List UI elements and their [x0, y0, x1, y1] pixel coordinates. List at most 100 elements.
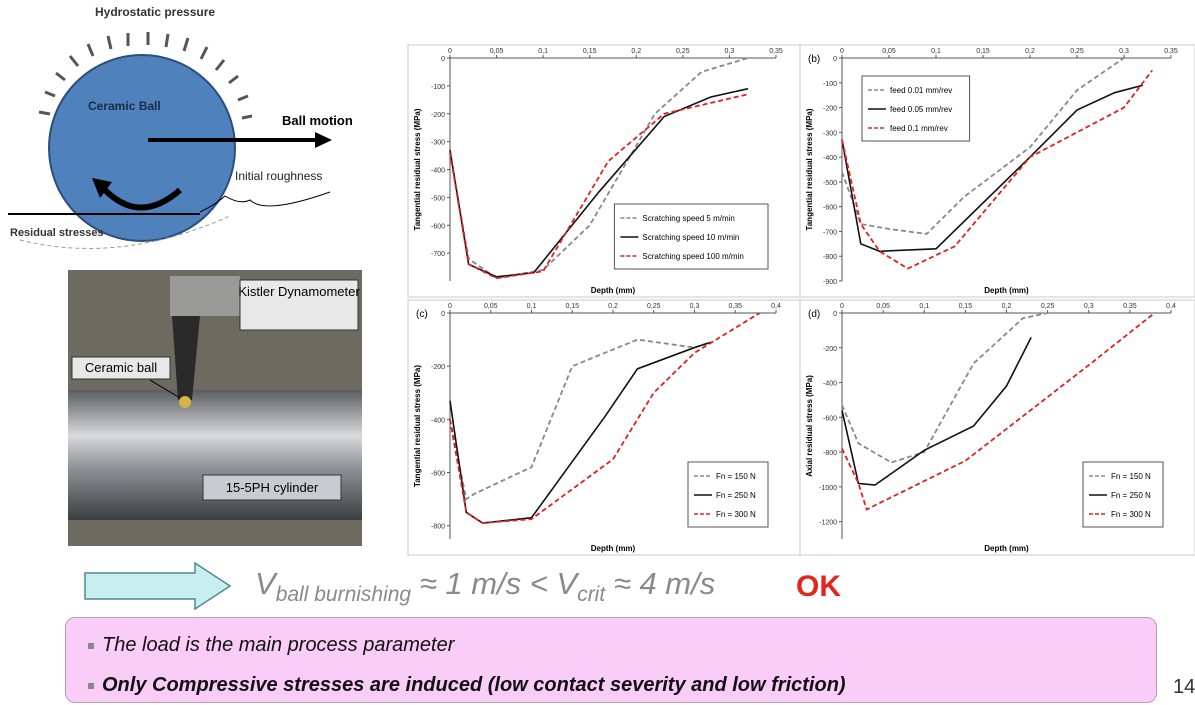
x-tick-label: 0,3 [725, 48, 735, 55]
x-tick-label: 0,1 [919, 303, 929, 310]
y-tick-label: -300 [431, 140, 445, 147]
y-tick-label: -1000 [819, 485, 837, 492]
y-tick-label: -600 [431, 471, 445, 478]
x-tick-label: 0,2 [608, 303, 618, 310]
y-tick-label: -700 [431, 251, 445, 258]
y-tick-label: -800 [823, 254, 837, 261]
x-tick-label: 0,35 [1123, 303, 1137, 310]
y-tick-label: -100 [431, 84, 445, 91]
data-line [449, 338, 712, 501]
x-tick-label: 0 [840, 303, 844, 310]
x-tick-label: 0,3 [690, 303, 700, 310]
motion-arrow-head [315, 132, 332, 148]
y-tick-label: -700 [823, 229, 837, 236]
x-tick-label: 0,1 [538, 48, 548, 55]
x-tick-label: 0,25 [647, 303, 661, 310]
y-axis-label: Tangential residual stress (MPa) [413, 365, 422, 487]
y-tick-label: -500 [823, 180, 837, 187]
x-tick-label: 0,05 [484, 303, 498, 310]
data-line [841, 84, 1144, 253]
x-tick-label: 0,25 [1041, 303, 1055, 310]
y-tick-label: -200 [823, 106, 837, 113]
y-tick-label: -500 [431, 195, 445, 202]
photo-label: 15-5PH cylinder [226, 480, 319, 495]
panel-label: (b) [808, 54, 820, 65]
legend-label: Fn = 300 N [1111, 510, 1151, 519]
x-tick-label: 0,05 [876, 303, 890, 310]
legend-label: Fn = 250 N [716, 491, 756, 500]
tool [172, 316, 200, 400]
x-axis-label: Depth (mm) [591, 544, 636, 553]
diagram-label: Initial roughness [235, 169, 322, 183]
y-tick-label: -400 [823, 155, 837, 162]
data-line [449, 312, 761, 524]
y-tick-label: -1200 [819, 520, 837, 527]
legend-label: feed 0.01 mm/rev [890, 86, 952, 95]
y-tick-label: -900 [823, 279, 837, 286]
formula-part: ≈ 4 m/s [613, 566, 716, 601]
y-tick-label: -200 [431, 112, 445, 119]
conclusion-arrow [84, 561, 232, 611]
diagram-label: Ball motion [282, 113, 353, 128]
legend-label: Scratching speed 100 m/min [642, 252, 743, 261]
x-tick-label: 0,05 [490, 48, 504, 55]
y-tick-label: 0 [833, 56, 837, 63]
x-tick-label: 0,3 [1119, 48, 1129, 55]
data-line [841, 312, 1156, 511]
x-tick-label: 0,2 [1025, 48, 1035, 55]
pressure-arrows [38, 32, 253, 120]
y-tick-label: 0 [833, 311, 837, 318]
formula-part: V [255, 566, 276, 601]
legend-label: feed 0.1 mm/rev [890, 124, 948, 133]
photo-label-box [71, 356, 171, 380]
diagram-label: Ceramic Ball [88, 99, 161, 113]
data-line [841, 336, 1032, 486]
data-line [841, 312, 1048, 464]
x-tick-label: 0,4 [1166, 303, 1176, 310]
x-tick-label: 0,2 [631, 48, 641, 55]
photo-label: Ceramic ball [85, 360, 157, 375]
y-tick-label: -100 [823, 81, 837, 88]
x-tick-label: 0,35 [728, 303, 742, 310]
legend-label: Fn = 300 N [716, 510, 756, 519]
formula-part: ball burnishing [275, 583, 412, 607]
y-tick-label: -200 [823, 346, 837, 353]
x-tick-label: 0,05 [882, 48, 896, 55]
ok-label: OK [796, 570, 841, 603]
ball-tip [179, 396, 191, 408]
y-tick-label: 0 [441, 56, 445, 63]
summary-box: The load is the main process parameter O… [65, 617, 1157, 703]
y-tick-label: -800 [431, 524, 445, 531]
x-tick-label: 0,15 [976, 48, 990, 55]
tool-holder [170, 276, 240, 316]
diagram-label: Residual stresses [10, 227, 104, 239]
data-line [841, 57, 1125, 235]
x-tick-label: 0,4 [771, 303, 781, 310]
y-axis-label: Tangential residual stress (MPa) [805, 108, 814, 230]
y-axis-label: Axial residual stress (MPa) [805, 375, 814, 477]
legend-box [613, 203, 769, 270]
x-axis-label: Depth (mm) [984, 286, 1029, 295]
formula: Vball burnishing ≈ 1 m/s < Vcrit ≈ 4 m/s [255, 566, 715, 607]
y-tick-label: -800 [823, 450, 837, 457]
x-tick-label: 0 [448, 303, 452, 310]
x-tick-label: 0,35 [1164, 48, 1178, 55]
x-tick-label: 0 [840, 48, 844, 55]
legend-label: Scratching speed 10 m/min [642, 233, 739, 242]
y-tick-label: -400 [431, 168, 445, 175]
page-number: 14 [1173, 676, 1195, 698]
y-tick-label: -200 [431, 364, 445, 371]
burnishing-diagram: Hydrostatic pressure Ceramic Ball Ball m… [8, 5, 353, 249]
roughness-line [199, 191, 331, 213]
x-tick-label: 0,2 [1002, 303, 1012, 310]
diagram-label: Hydrostatic pressure [95, 5, 215, 19]
panel-label: (c) [416, 309, 428, 320]
y-tick-label: -600 [823, 415, 837, 422]
panel-label: (d) [808, 309, 820, 320]
data-line [841, 69, 1153, 270]
ceramic-ball [48, 54, 236, 242]
y-tick-label: -600 [823, 205, 837, 212]
data-line [449, 57, 749, 280]
